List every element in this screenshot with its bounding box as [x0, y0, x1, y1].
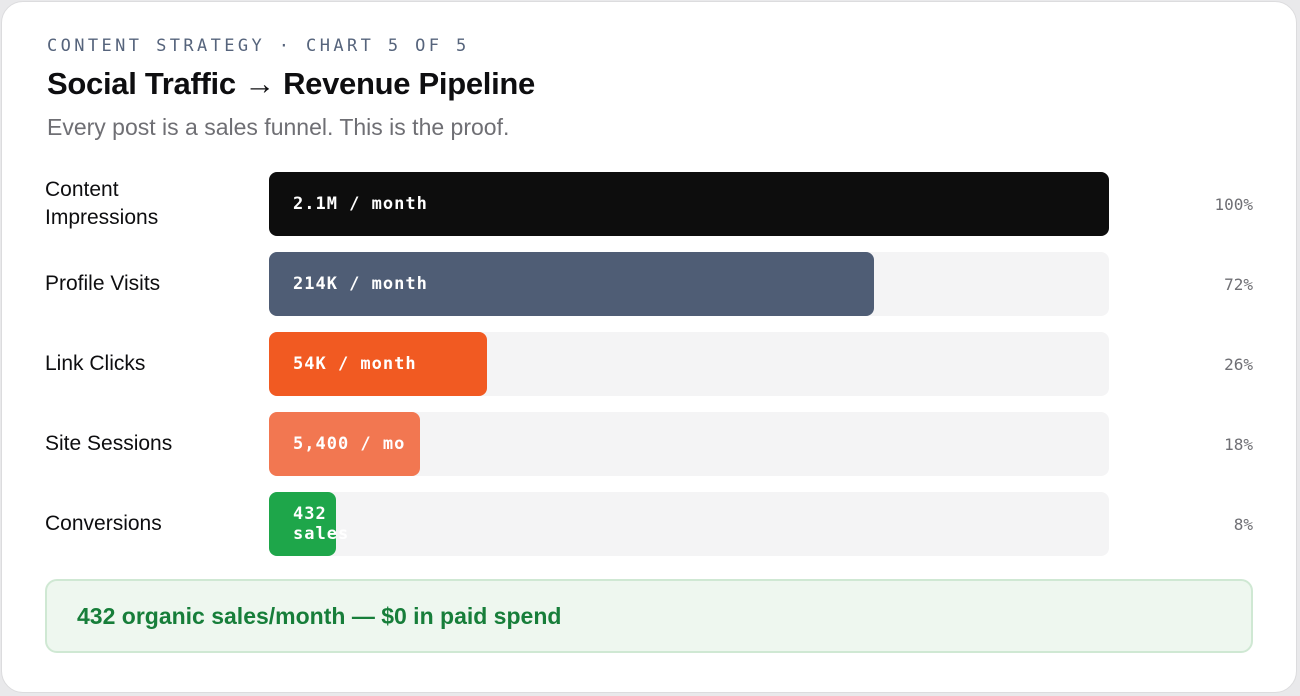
funnel-row: Conversions 432 sales 8% [45, 492, 1253, 556]
bar-value-label: 5,400 / mo [293, 434, 406, 454]
bar-track: 214K / month [269, 252, 1109, 316]
bar-track: 2.1M / month [269, 172, 1109, 236]
funnel-row: Site Sessions 5,400 / mo 18% [45, 412, 1253, 476]
bar: 432 sales [269, 492, 350, 556]
bar-track: 5,400 / mo [269, 412, 1109, 476]
category-label: Conversions [45, 512, 162, 535]
bar-track: 432 sales [269, 492, 1109, 556]
percent-label: 26% [1224, 354, 1253, 374]
bar-track: 54K / month [269, 332, 1109, 396]
percent-label: 72% [1224, 274, 1253, 294]
category-label: Link Clicks [45, 352, 146, 375]
bar-value-label: 2.1M / month [293, 194, 428, 214]
percent-label: 100% [1214, 194, 1253, 214]
chart-eyebrow: CONTENT STRATEGY · CHART 5 OF 5 [47, 36, 470, 56]
percent-label: 18% [1224, 434, 1253, 454]
bar-value-label: 432 sales [293, 504, 350, 544]
chart-title: Social Traffic → Revenue Pipeline [47, 66, 535, 101]
category-label: Site Sessions [45, 432, 173, 455]
bar-value-label: 214K / month [293, 274, 428, 294]
bar: 2.1M / month [269, 172, 1109, 236]
bar: 54K / month [269, 332, 487, 396]
summary-callout-text: 432 organic sales/month — $0 in paid spe… [77, 602, 562, 629]
percent-label: 8% [1233, 514, 1253, 534]
funnel-row: Profile Visits 214K / month 72% [45, 252, 1253, 316]
summary-callout: 432 organic sales/month — $0 in paid spe… [45, 579, 1253, 653]
bar: 214K / month [269, 252, 874, 316]
chart-subtitle: Every post is a sales funnel. This is th… [47, 114, 510, 140]
category-label: Content Impressions [45, 178, 159, 229]
bar-value-label: 54K / month [293, 354, 417, 374]
funnel-row: Content Impressions 2.1M / month 100% [45, 172, 1253, 236]
category-label: Profile Visits [45, 272, 161, 295]
bar: 5,400 / mo [269, 412, 420, 476]
funnel-row: Link Clicks 54K / month 26% [45, 332, 1253, 396]
